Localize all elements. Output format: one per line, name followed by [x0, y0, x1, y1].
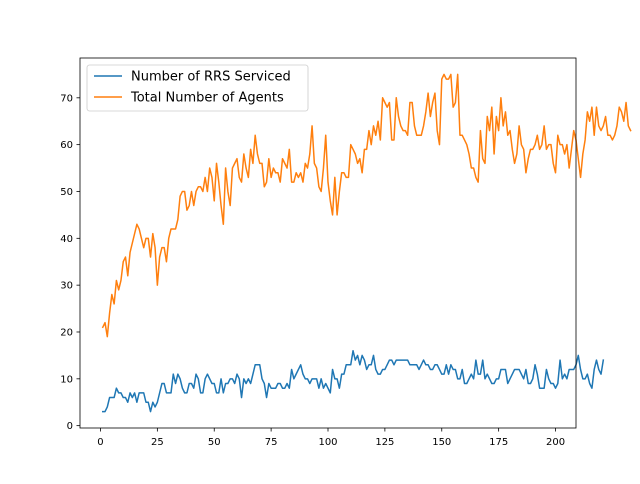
x-tick-label: 50 [208, 437, 221, 448]
y-tick-label: 70 [60, 93, 73, 104]
x-tick-label: 100 [318, 437, 337, 448]
y-tick-label: 20 [60, 327, 73, 338]
x-tick-label: 0 [97, 437, 103, 448]
legend-box [86, 64, 309, 112]
x-tick-label: 125 [375, 437, 394, 448]
x-tick-label: 175 [489, 437, 508, 448]
y-tick-label: 10 [60, 374, 73, 385]
plot-area-background [80, 58, 576, 428]
x-axis-ticks: 0 25 50 75 100 125 150 175 200 [97, 428, 565, 448]
legend-label-1: Total Number of Agents [130, 91, 284, 106]
legend: Number of RRS Serviced Total Number of Ag… [86, 64, 309, 112]
y-tick-label: 30 [60, 281, 73, 292]
series-line-0 [102, 349, 605, 413]
series-line-1 [101, 73, 632, 338]
y-tick-label: 0 [67, 421, 73, 432]
y-tick-label: 60 [60, 140, 73, 151]
y-axis-ticks: 0 10 20 30 40 50 60 70 [60, 93, 80, 432]
y-tick-label: 50 [60, 187, 73, 198]
legend-label-0: Number of RRS Serviced [131, 70, 291, 85]
x-tick-label: 75 [265, 437, 278, 448]
series-layer [101, 73, 632, 413]
x-tick-label: 25 [151, 437, 164, 448]
x-tick-label: 150 [432, 437, 451, 448]
x-tick-label: 200 [546, 437, 565, 448]
y-tick-label: 40 [60, 234, 73, 245]
